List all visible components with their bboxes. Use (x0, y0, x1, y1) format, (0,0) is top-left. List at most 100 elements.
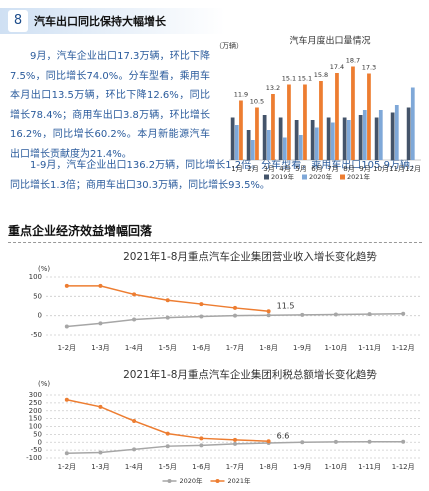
x-tick-label: 1-11月 (358, 463, 381, 471)
point (64, 451, 69, 456)
point (98, 321, 103, 326)
x-tick-label: 1-9月 (293, 344, 311, 352)
x-tick-label: 9月 (359, 165, 370, 173)
legend-swatch (340, 174, 345, 180)
x-tick-label: 1-8月 (259, 344, 277, 352)
y-tick-label: 200 (29, 407, 42, 415)
chart-title: 2021年1-8月重点汽车企业集团营业收入增长变化趋势 (123, 250, 377, 263)
x-tick-label: 12月 (405, 165, 421, 173)
chart-title: 2021年1-8月重点汽车企业集团利税总额增长变化趋势 (123, 368, 377, 381)
bar (239, 100, 243, 160)
bar (346, 120, 351, 160)
legend-swatch (302, 174, 307, 180)
point (165, 431, 170, 436)
legend-label: 2019年 (271, 172, 295, 181)
point (132, 418, 137, 423)
point (165, 315, 170, 320)
bar (394, 105, 399, 160)
bar (351, 66, 355, 160)
bar (330, 122, 335, 160)
bar (271, 94, 275, 160)
axis-unit: （万辆） (215, 41, 243, 50)
data-label: 17.3 (362, 64, 376, 72)
point (333, 439, 338, 444)
point (64, 283, 69, 288)
bar (250, 140, 255, 160)
axis-unit: (%) (38, 265, 50, 273)
data-label: 15.8 (314, 71, 328, 79)
x-tick-label: 7月 (327, 165, 338, 173)
x-tick-label: 1-7月 (226, 463, 244, 471)
point (367, 312, 372, 317)
data-label: 15.1 (298, 75, 312, 83)
bar (390, 112, 395, 160)
x-tick-label: 1-6月 (192, 344, 210, 352)
bar (255, 107, 259, 160)
point (199, 314, 204, 319)
point (300, 312, 305, 317)
legend-label: 2020年 (309, 172, 333, 181)
x-tick-label: 1-4月 (125, 463, 143, 471)
point (401, 439, 406, 444)
data-label: 6.6 (277, 432, 290, 441)
x-tick-label: 1-10月 (324, 463, 347, 471)
x-tick-label: 1-2月 (58, 463, 76, 471)
point (132, 447, 137, 452)
divider (8, 242, 422, 243)
point (333, 312, 338, 317)
bar (287, 84, 291, 160)
point (266, 313, 271, 318)
point (233, 441, 237, 446)
y-tick-label: 0 (38, 312, 42, 320)
header-bar (0, 8, 225, 34)
x-tick-label: 1-12月 (392, 463, 415, 471)
chart-title: 汽车月度出口量情况 (289, 35, 370, 47)
chart: 2021年1-8月重点汽车企业集团利税总额增长变化趋势 (%) -100-50050… (26, 368, 420, 485)
bar (298, 135, 303, 160)
x-tick-label: 4月 (279, 165, 290, 173)
bar (374, 117, 379, 160)
x-tick-label: 1-4月 (125, 344, 143, 352)
x-tick-label: 1-11月 (358, 344, 381, 352)
bar (319, 81, 323, 160)
x-tick-label: 1-6月 (192, 463, 210, 471)
x-tick-label: 2月 (247, 165, 258, 173)
y-tick-label: 100 (29, 273, 42, 281)
x-tick-label: 10月 (373, 165, 389, 173)
bar (326, 117, 331, 160)
point (132, 317, 137, 322)
legend-label: 2021年 (347, 172, 371, 181)
x-tick-label: 1-7月 (226, 344, 244, 352)
point (266, 309, 271, 314)
paragraph: 9月，汽车企业出口17.3万辆，环比下降7.5%，同比增长74.0%。分车型看，… (10, 51, 210, 160)
bar (303, 84, 307, 160)
bar (282, 137, 287, 160)
x-tick-label: 1-10月 (324, 344, 347, 352)
section-number: 8 (8, 10, 28, 32)
point (165, 298, 170, 303)
point (401, 311, 406, 316)
chart: 2021年1-8月重点汽车企业集团营业收入增长变化趋势 (%) -50 0 50 100 1… (29, 250, 420, 352)
chart: 汽车月度出口量情况 （万辆） 1月 2月 3月 4月 5月 6月 7月 8月 9月 10月 11月 12月… (215, 35, 421, 181)
data-label: 10.5 (250, 98, 264, 106)
x-tick-label: 1-5月 (159, 344, 177, 352)
bar (314, 127, 319, 160)
bar (230, 117, 235, 160)
bar (234, 125, 239, 160)
paragraph: 1-9月，汽车企业出口136.2万辆，同比增长1.2倍。分车型看，乘用车出口10… (10, 160, 420, 191)
point (367, 439, 372, 444)
point (300, 440, 305, 445)
legend-swatch (215, 479, 220, 483)
bar (410, 87, 415, 160)
x-tick-label: 1-3月 (91, 463, 109, 471)
bar (278, 117, 283, 160)
data-label: 11.9 (234, 91, 248, 99)
x-tick-label: 1-3月 (91, 344, 109, 352)
point (233, 437, 237, 442)
x-tick-label: 1月 (231, 165, 242, 173)
x-tick-label: 1-9月 (293, 463, 311, 471)
bar (310, 120, 315, 160)
point (233, 305, 237, 310)
point (199, 302, 204, 307)
axis-unit: (%) (38, 380, 50, 388)
